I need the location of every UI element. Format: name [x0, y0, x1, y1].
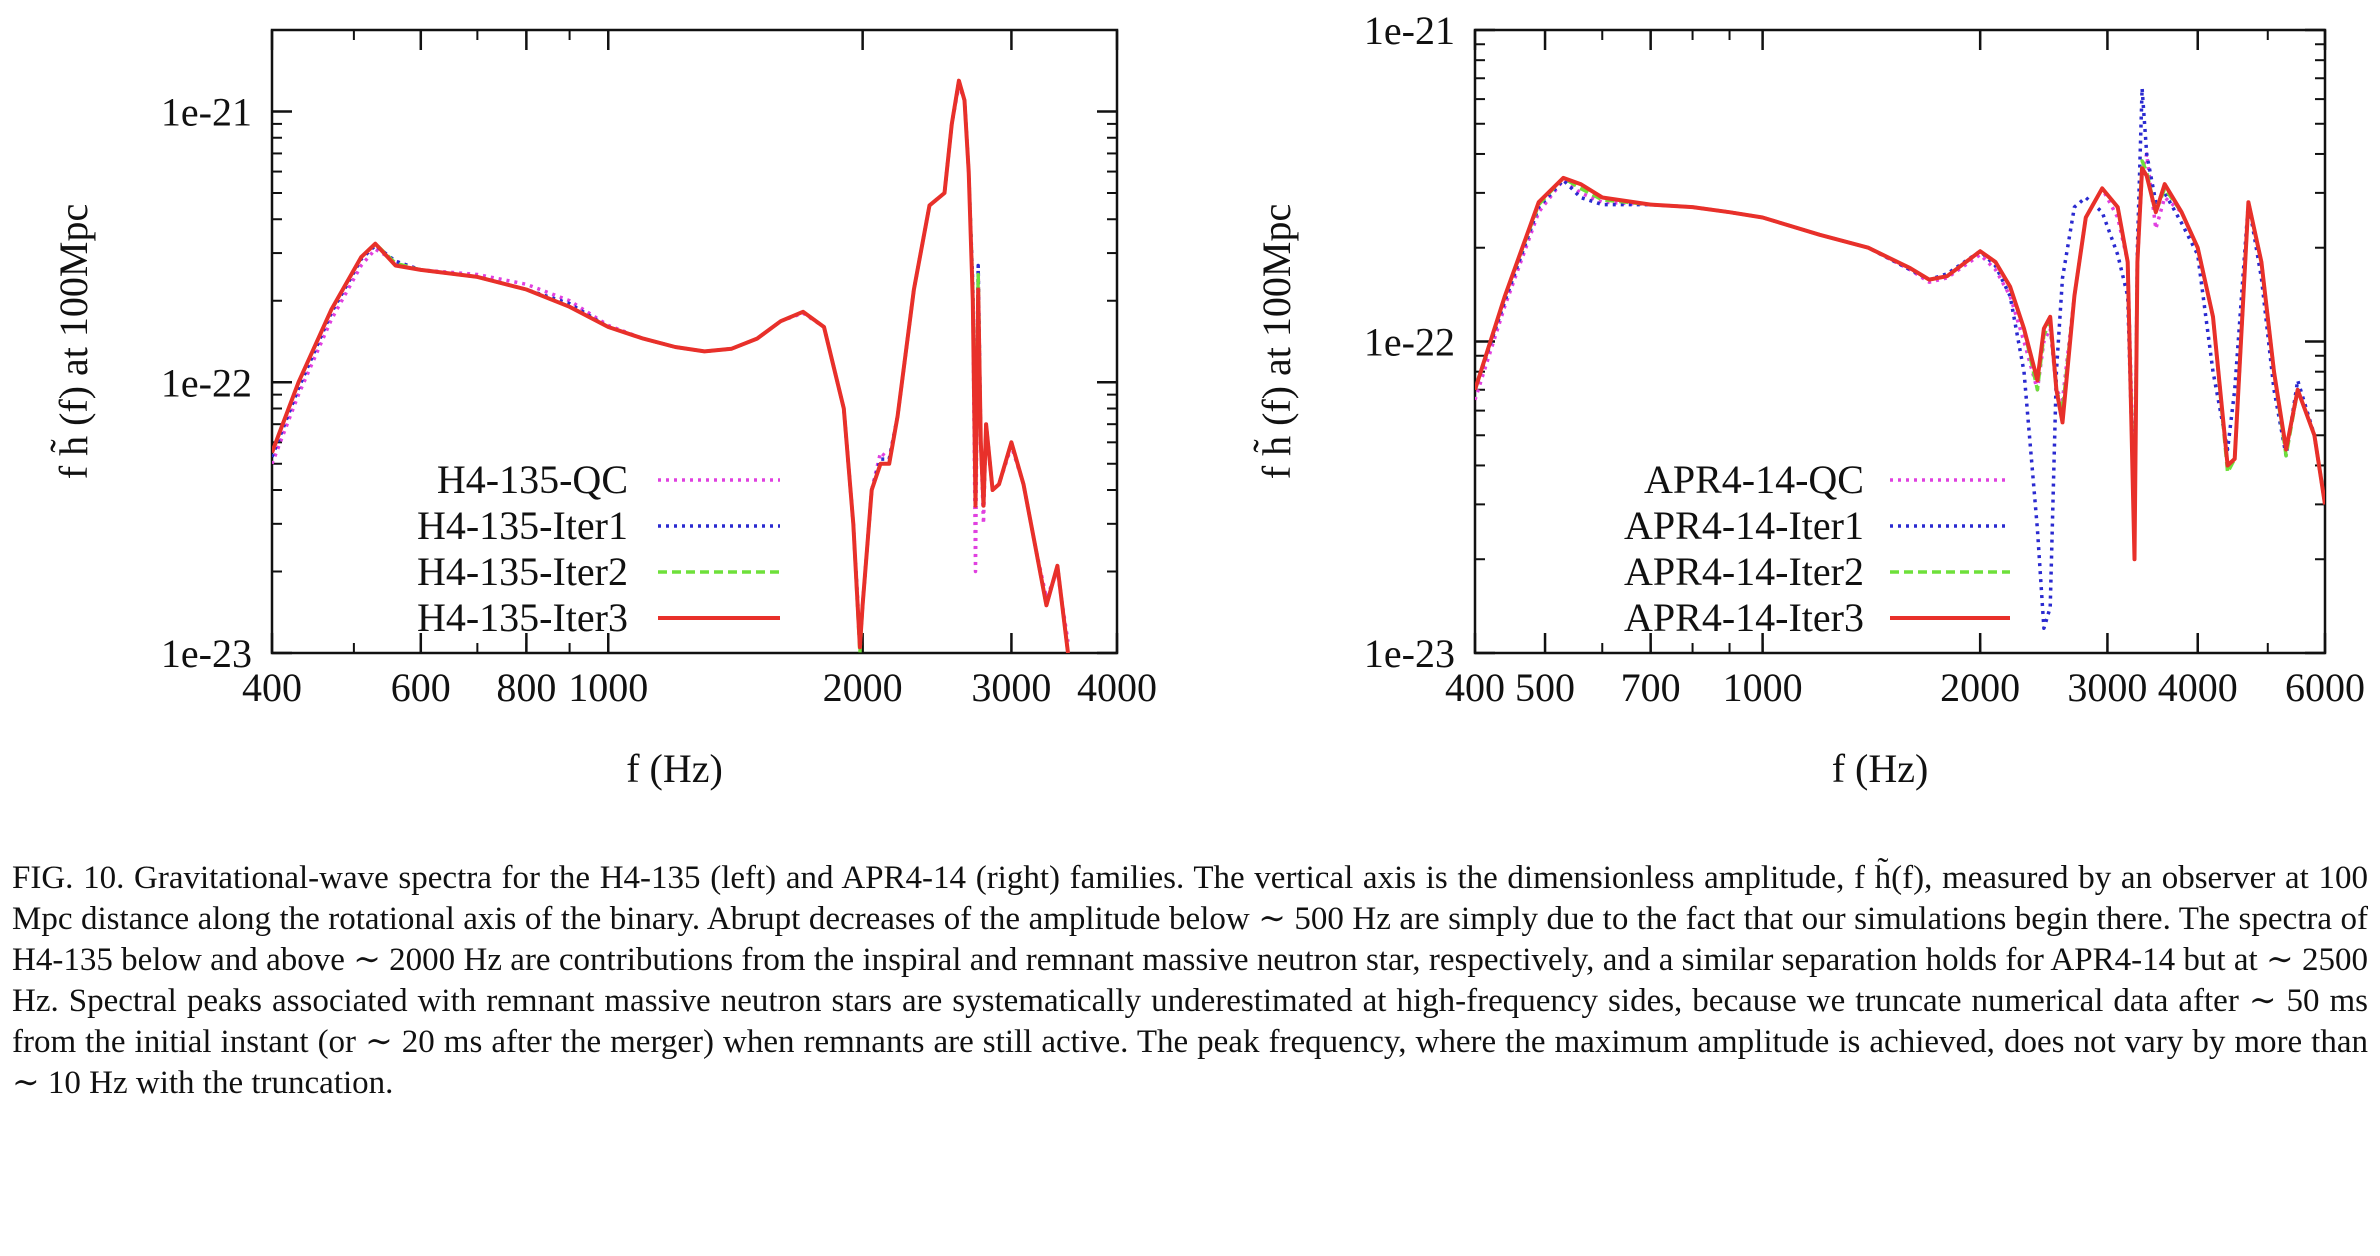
- y-minor-ticks: [272, 29, 1117, 654]
- series-line-apr4-14-qc: [1475, 152, 2325, 507]
- y-axis-title: f h̃ (f) at 100Mpc: [51, 204, 96, 479]
- x-tick-label: 2000: [1940, 665, 2020, 710]
- x-axis-title: f (Hz): [626, 746, 723, 791]
- legend: APR4-14-QCAPR4-14-Iter1APR4-14-Iter2APR4…: [1624, 457, 2010, 640]
- legend-label: H4-135-Iter3: [417, 595, 628, 640]
- legend-label: APR4-14-Iter3: [1624, 595, 1864, 640]
- x-tick-label: 600: [391, 665, 451, 710]
- x-tick-label: 4000: [1077, 665, 1157, 710]
- x-tick-label: 6000: [2285, 665, 2365, 710]
- x-tick-label: 1000: [1723, 665, 1803, 710]
- y-tick-label: 1e-21: [1364, 8, 1455, 53]
- legend-label: APR4-14-Iter1: [1624, 503, 1864, 548]
- x-tick-label: 500: [1515, 665, 1575, 710]
- x-tick-label: 400: [242, 665, 302, 710]
- x-axis-title: f (Hz): [1832, 746, 1929, 791]
- y-tick-label: 1e-22: [1364, 320, 1455, 365]
- legend-label: APR4-14-QC: [1644, 457, 1864, 502]
- chart-panel-apr4: 400 500 700 1000 2000 3000 4000 6000 1e-23 1e-22 1…: [1254, 8, 2365, 791]
- x-tick-label: 1000: [568, 665, 648, 710]
- x-tick-label: 400: [1445, 665, 1505, 710]
- plot-frame: [1473, 28, 2327, 655]
- x-minor-ticks: [271, 30, 1118, 653]
- x-tick-label: 800: [496, 665, 556, 710]
- y-axis-title: f h̃ (f) at 100Mpc: [1254, 204, 1299, 479]
- series-line-apr4-14-iter2: [1475, 159, 2325, 531]
- y-tick-label: 1e-23: [161, 631, 252, 676]
- y-tick-label: 1e-23: [1364, 631, 1455, 676]
- legend: H4-135-QCH4-135-Iter1H4-135-Iter2H4-135-…: [417, 457, 780, 640]
- y-minor-ticks: [1475, 29, 2325, 654]
- y-tick-label: 1e-22: [161, 360, 252, 405]
- x-tick-label: 700: [1621, 665, 1681, 710]
- series-line-apr4-14-iter1: [1475, 86, 2325, 631]
- figure-caption-text: FIG. 10. Gravitational-wave spectra for …: [12, 860, 2368, 1101]
- chart-panel-h4: 400 600 800 1000 2000 3000 4000 1e-23 1e-22 1e-21…: [51, 28, 1157, 791]
- x-tick-label: 3000: [2067, 665, 2147, 710]
- x-tick-label: 4000: [2158, 665, 2238, 710]
- legend-label: H4-135-Iter2: [417, 549, 628, 594]
- legend-label: H4-135-QC: [437, 457, 628, 502]
- legend-label: APR4-14-Iter2: [1624, 549, 1864, 594]
- y-tick-label: 1e-21: [161, 90, 252, 135]
- legend-label: H4-135-Iter1: [417, 503, 628, 548]
- x-tick-label: 2000: [823, 665, 903, 710]
- series-line-h4-135-iter3: [272, 78, 1070, 653]
- x-minor-ticks: [1474, 30, 2326, 653]
- series-line-apr4-14-iter3: [1475, 166, 2325, 562]
- x-tick-label: 3000: [971, 665, 1051, 710]
- figure-caption: FIG. 10. Gravitational-wave spectra for …: [12, 858, 2368, 1104]
- plot-frame: [270, 28, 1119, 655]
